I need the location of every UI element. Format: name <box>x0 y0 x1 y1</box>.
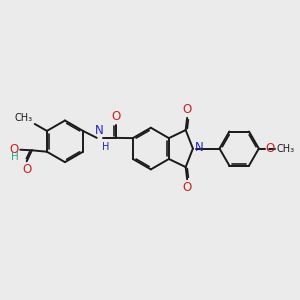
Text: O: O <box>22 163 31 176</box>
Text: CH₃: CH₃ <box>15 113 33 123</box>
Text: CH₃: CH₃ <box>277 144 295 154</box>
Text: O: O <box>10 143 19 156</box>
Text: N: N <box>95 124 104 137</box>
Text: N: N <box>195 142 203 154</box>
Text: H: H <box>102 142 109 152</box>
Text: O: O <box>183 103 192 116</box>
Text: O: O <box>265 142 274 155</box>
Text: O: O <box>111 110 120 123</box>
Text: H: H <box>11 152 19 162</box>
Text: O: O <box>183 181 192 194</box>
